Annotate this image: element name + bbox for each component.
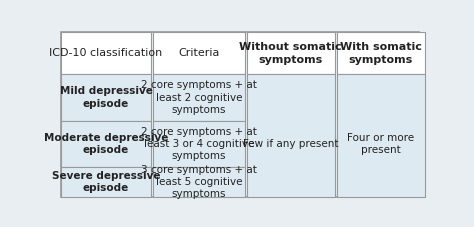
Bar — [246, 74, 335, 197]
Text: With somatic
symptoms: With somatic symptoms — [340, 42, 421, 65]
Bar — [153, 74, 245, 121]
Bar — [61, 121, 151, 167]
Text: 2 core symptoms + at
least 2 cognitive
symptoms: 2 core symptoms + at least 2 cognitive s… — [141, 80, 257, 115]
Text: 2 core symptoms + at
least 3 or 4 cognitive
symptoms: 2 core symptoms + at least 3 or 4 cognit… — [141, 126, 257, 161]
Bar — [337, 32, 425, 74]
Text: Moderate depressive
episode: Moderate depressive episode — [44, 133, 168, 155]
Text: Four or more
present: Four or more present — [347, 133, 414, 155]
Bar — [153, 32, 245, 74]
Bar — [337, 74, 425, 197]
Text: Without somatic
symptoms: Without somatic symptoms — [239, 42, 342, 65]
Text: Criteria: Criteria — [178, 48, 219, 59]
Text: Mild depressive
episode: Mild depressive episode — [60, 86, 153, 109]
Bar — [246, 32, 335, 74]
Bar — [61, 167, 151, 197]
Text: ICD-10 classification: ICD-10 classification — [49, 48, 163, 59]
Text: Few if any present: Few if any present — [243, 139, 338, 149]
Bar — [153, 121, 245, 167]
Bar — [61, 74, 151, 121]
Bar — [61, 32, 151, 74]
Text: 3 core symptoms + at
least 5 cognitive
symptoms: 3 core symptoms + at least 5 cognitive s… — [141, 165, 257, 199]
Text: Severe depressive
episode: Severe depressive episode — [52, 171, 160, 193]
Bar — [153, 167, 245, 197]
